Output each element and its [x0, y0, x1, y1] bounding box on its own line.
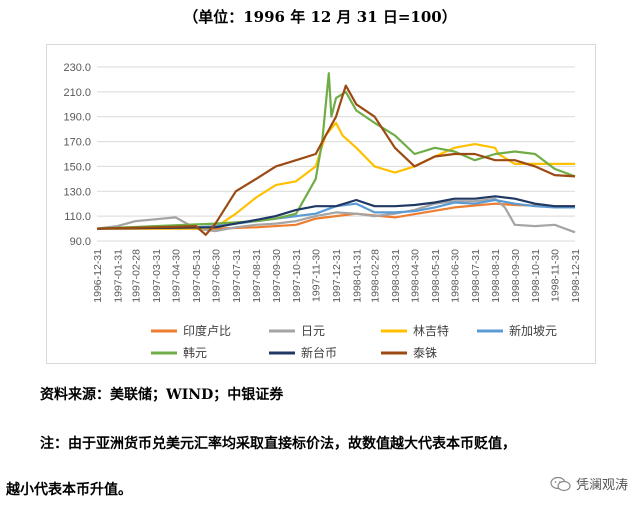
- watermark: 凭澜观涛: [550, 474, 628, 493]
- x-tick-label: 1997-02-28: [131, 249, 143, 303]
- x-tick-label: 1998-11-30: [550, 249, 562, 302]
- y-tick-label: 90.0: [70, 236, 91, 248]
- x-tick-label: 1998-02-28: [370, 249, 382, 303]
- x-tick-label: 1998-10-31: [530, 249, 542, 303]
- y-tick-label: 130.0: [63, 186, 91, 198]
- x-tick-label: 1998-09-30: [510, 249, 522, 303]
- x-tick-label: 1997-10-31: [291, 249, 303, 303]
- series-line-新台币: [96, 195, 575, 230]
- x-tick-label: 1998-07-31: [470, 249, 482, 303]
- legend-label: 日元: [301, 324, 325, 338]
- legend-label: 新台币: [301, 345, 337, 360]
- y-tick-label: 150.0: [63, 161, 91, 173]
- x-tick-label: 1997-01-31: [112, 249, 124, 303]
- wechat-icon: [550, 476, 571, 491]
- watermark-text: 凭澜观涛: [575, 478, 628, 493]
- series-line-泰铢: [96, 84, 576, 236]
- y-tick-label: 210.0: [63, 87, 91, 99]
- x-tick-label: 1998-04-30: [410, 249, 422, 303]
- chart-frame: 90.0 110.0 130.0 150.0 170.0 190.0 210.0 230.0 …: [46, 44, 596, 364]
- y-tick-label: 110.0: [64, 211, 91, 223]
- legend-label: 印度卢比: [183, 323, 231, 338]
- x-tick-label: 1997-08-31: [251, 249, 263, 303]
- footnote-line-1: 注：由于亚洲货币兑美元汇率均采取直接标价法，故数值越大代表本币贬值，: [40, 436, 516, 452]
- x-tick-label: 1996-12-31: [92, 249, 104, 303]
- series-line-林吉特: [97, 121, 575, 230]
- x-tick-label: 1997-05-31: [191, 249, 203, 303]
- x-tick-labels: 1996-12-31 1997-01-31 1997-02-28 1997-03-31…: [92, 249, 582, 303]
- legend-label: 泰铢: [413, 345, 437, 360]
- series-line-韩元: [96, 72, 576, 230]
- legend-label: 韩元: [183, 345, 207, 360]
- series-line-印度卢比: [97, 202, 575, 230]
- series-lines: [96, 72, 576, 236]
- chart-caption: （单位：1996 年 12 月 31 日=100）: [183, 8, 457, 26]
- source-note: 资料来源：美联储；WIND；中银证券: [40, 387, 284, 403]
- x-tick-label: 1997-03-31: [151, 249, 163, 303]
- x-tick-label: 1997-07-31: [231, 249, 243, 303]
- x-tick-label: 1998-12-31: [570, 249, 582, 303]
- y-tick-label: 190.0: [63, 112, 91, 124]
- x-tick-label: 1997-06-30: [211, 249, 223, 303]
- legend-label: 新加坡元: [509, 323, 557, 338]
- x-tick-label: 1997-11-30: [311, 249, 323, 302]
- legend-label: 林吉特: [413, 323, 449, 338]
- y-tick-labels: 90.0 110.0 130.0 150.0 170.0 190.0 210.0 230.0: [63, 62, 91, 248]
- footnote-line-2: 越小代表本币升值。: [6, 482, 132, 498]
- x-tick-label: 1997-12-31: [331, 249, 343, 303]
- exchange-rate-chart: 90.0110.0130.0150.0170.0190.0210.0230.0 …: [63, 62, 582, 360]
- x-tick-label: 1997-09-30: [271, 249, 283, 303]
- y-tick-label: 170.0: [63, 137, 91, 149]
- y-tick-label: 230.0: [63, 62, 91, 74]
- x-tick-label: 1998-03-31: [390, 249, 402, 303]
- x-tick-label: 1997-04-30: [171, 249, 183, 303]
- x-tick-label: 1998-01-31: [351, 249, 363, 303]
- x-tick-label: 1998-06-30: [450, 249, 462, 303]
- x-tick-label: 1998-05-31: [430, 249, 442, 303]
- x-tick-label: 1998-08-31: [490, 249, 502, 303]
